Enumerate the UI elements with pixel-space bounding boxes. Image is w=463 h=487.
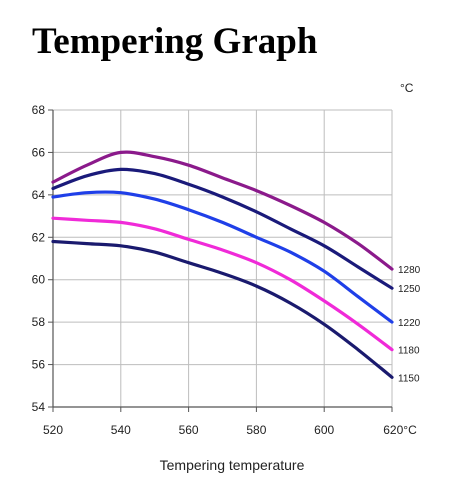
x-axis-title: Tempering temperature	[160, 457, 305, 473]
y-tick-label: 56	[32, 358, 46, 372]
grid	[52, 109, 393, 408]
series-label-1150: 1150	[398, 373, 420, 384]
x-tick-label: 520	[43, 423, 63, 437]
x-tick-label: 560	[179, 423, 199, 437]
x-tick-label: 620°C	[383, 423, 417, 437]
series-label-1220: 1220	[398, 318, 421, 329]
series-label-1250: 1250	[398, 284, 421, 295]
y-tick-label: 64	[32, 188, 46, 202]
x-tick-label: 600	[314, 423, 334, 437]
series-line-1180	[51, 216, 394, 352]
series-line-1150	[51, 239, 394, 379]
y-tick-label: 60	[32, 273, 46, 287]
series-line-1220	[51, 190, 394, 324]
chart-title: Tempering Graph	[32, 21, 318, 62]
x-tick-label: 540	[111, 423, 131, 437]
axes	[48, 109, 393, 412]
y-tick-label: 68	[32, 103, 46, 117]
y-tick-label: 54	[32, 400, 46, 414]
series-line-1250	[51, 167, 394, 290]
labels: 54 56 58 60 62 64 66 68 520 540 560 580 600 620°C 1280…	[32, 103, 421, 437]
series-label-1280: 1280	[398, 265, 421, 276]
series-line-1280	[51, 150, 394, 271]
series-label-1180: 1180	[398, 346, 420, 357]
unit-label-top: °C	[400, 81, 414, 95]
y-tick-label: 62	[32, 230, 46, 244]
y-tick-label: 66	[32, 145, 46, 159]
x-tick-label: 580	[246, 423, 266, 437]
series-lines	[51, 150, 394, 379]
y-tick-label: 58	[32, 315, 46, 329]
